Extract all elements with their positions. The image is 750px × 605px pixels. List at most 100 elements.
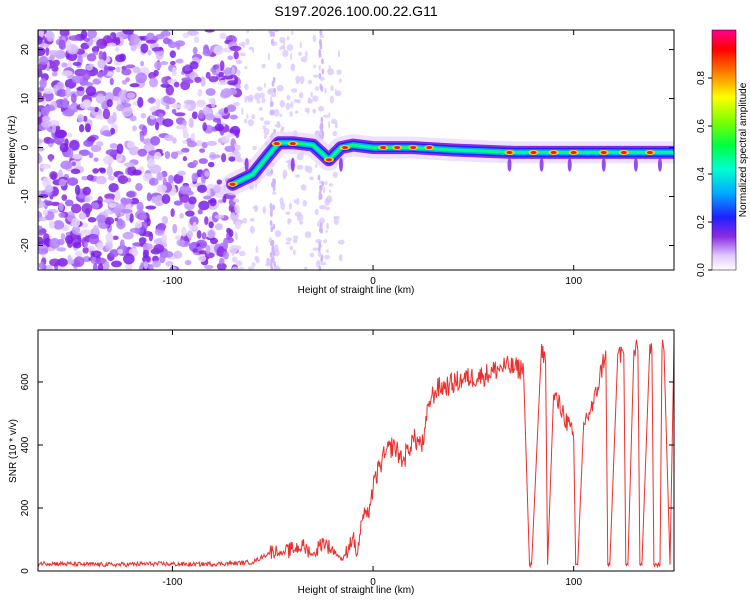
- noise-speckle: [238, 42, 246, 47]
- noise-speckle: [338, 254, 343, 262]
- noise-streak: [269, 220, 273, 227]
- noise-speckle: [291, 63, 295, 70]
- noise-blob: [112, 235, 119, 241]
- noise-blob: [149, 115, 156, 120]
- noise-speckle: [300, 56, 308, 63]
- noise-blob: [222, 75, 234, 80]
- snr-y-tick-label: 200: [20, 499, 31, 516]
- signal-spike: [567, 157, 572, 172]
- noise-blob: [59, 142, 69, 153]
- noise-streak: [271, 38, 274, 45]
- noise-blob: [57, 257, 69, 267]
- snr-background: [38, 330, 674, 571]
- noise-blob: [70, 168, 81, 175]
- noise-blob: [71, 217, 81, 228]
- noise-blob: [147, 49, 152, 56]
- signal-hotspot-core: [380, 145, 387, 150]
- noise-speckle: [242, 217, 248, 224]
- noise-blob: [85, 64, 94, 71]
- noise-blob: [53, 220, 65, 230]
- noise-blob: [105, 149, 118, 156]
- noise-blob: [98, 50, 104, 61]
- noise-speckle: [329, 189, 332, 193]
- noise-speckle: [285, 102, 291, 111]
- noise-blob: [148, 177, 159, 186]
- noise-blob: [198, 109, 205, 119]
- noise-blob: [204, 216, 209, 226]
- noise-speckle: [287, 218, 291, 225]
- signal-hotspot-core: [620, 150, 627, 155]
- noise-blob: [194, 76, 202, 83]
- noise-speckle: [276, 62, 282, 69]
- noise-blob: [92, 168, 99, 174]
- noise-blob: [131, 169, 142, 176]
- noise-blob: [153, 61, 162, 70]
- noise-speckle: [324, 254, 331, 260]
- noise-streak: [318, 226, 322, 233]
- noise-speckle: [325, 229, 328, 233]
- noise-speckle: [328, 183, 334, 187]
- snr-panel: -100 0 100 0 200 400 600 Height of straight li…: [8, 329, 675, 596]
- noise-blob: [204, 113, 215, 121]
- noise-blob: [132, 66, 141, 74]
- spectrogram-frame: [37, 29, 675, 271]
- noise-blob: [39, 78, 47, 89]
- noise-streak: [320, 256, 324, 263]
- noise-streak: [319, 184, 323, 191]
- noise-blob: [61, 62, 68, 68]
- noise-streak: [319, 222, 323, 229]
- noise-blob: [173, 173, 184, 184]
- noise-speckle: [312, 108, 317, 114]
- noise-blob: [209, 154, 221, 159]
- colorbar-tick-label: 0.8: [696, 71, 707, 85]
- noise-blob: [110, 127, 116, 135]
- noise-blob: [194, 36, 200, 44]
- noise-speckle: [231, 66, 235, 75]
- noise-blob: [62, 97, 69, 109]
- signal-spike: [633, 157, 638, 172]
- noise-speckle: [251, 262, 256, 267]
- noise-blob: [145, 39, 157, 44]
- noise-speckle: [249, 225, 255, 234]
- noise-blob: [205, 88, 216, 96]
- noise-blob: [235, 84, 241, 90]
- noise-blob: [228, 244, 238, 255]
- noise-speckle: [293, 99, 299, 103]
- noise-blob: [161, 233, 168, 244]
- noise-speckle: [262, 205, 267, 214]
- noise-blob: [38, 231, 45, 236]
- noise-blob: [229, 114, 238, 120]
- noise-blob: [43, 88, 54, 95]
- noise-blob: [191, 172, 198, 182]
- noise-blob: [58, 212, 66, 218]
- noise-speckle: [332, 171, 338, 178]
- noise-speckle: [233, 101, 240, 107]
- noise-blob: [97, 263, 104, 270]
- noise-blob: [229, 125, 241, 136]
- noise-blob: [219, 32, 227, 40]
- noise-blob: [192, 248, 198, 253]
- noise-blob: [171, 108, 177, 114]
- noise-blob: [107, 175, 115, 181]
- noise-blob: [87, 30, 98, 39]
- noise-speckle: [246, 113, 249, 119]
- noise-blob: [69, 103, 76, 110]
- noise-streak: [273, 87, 277, 94]
- noise-blob: [140, 60, 145, 67]
- noise-blob: [151, 111, 161, 117]
- noise-streak: [269, 202, 273, 209]
- noise-blob: [137, 148, 147, 157]
- noise-speckle: [286, 94, 291, 101]
- noise-speckle: [289, 245, 294, 251]
- signal-hotspot-core: [289, 142, 296, 146]
- noise-blob: [109, 77, 114, 86]
- noise-blob: [182, 119, 187, 127]
- noise-blob: [82, 186, 91, 196]
- colorbar-ticks: 0.0 0.2 0.4 0.6 0.8: [696, 71, 712, 277]
- noise-blob: [155, 33, 165, 40]
- noise-speckle: [296, 164, 304, 170]
- noise-blob: [103, 198, 114, 204]
- noise-blob: [42, 115, 51, 122]
- noise-blob: [197, 89, 203, 97]
